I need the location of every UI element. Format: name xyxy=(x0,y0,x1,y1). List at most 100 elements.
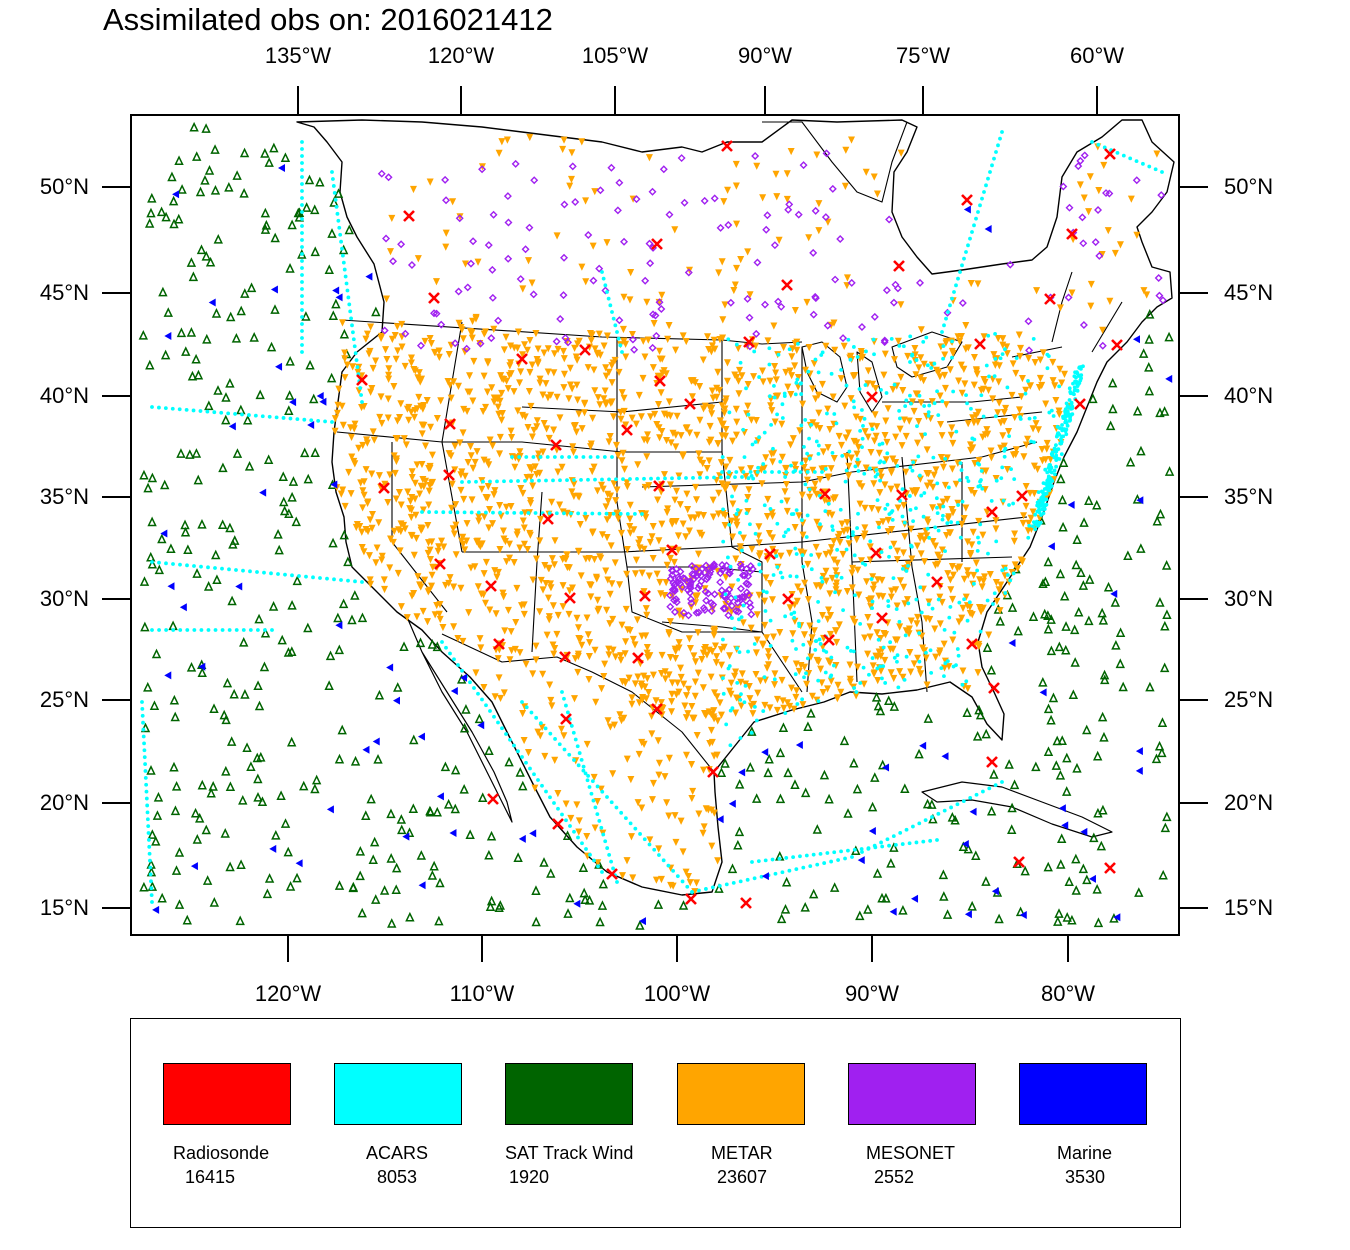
acars-obs xyxy=(300,336,304,340)
metar-obs xyxy=(351,420,359,428)
mesonet-obs xyxy=(694,584,703,593)
metar-obs xyxy=(925,470,933,478)
map-canvas xyxy=(138,119,1175,930)
acars-obs xyxy=(897,619,902,624)
metar-obs xyxy=(803,476,811,484)
acars-obs xyxy=(1000,130,1004,134)
metar-obs xyxy=(878,576,886,585)
metar-obs xyxy=(789,630,797,638)
acars-obs xyxy=(802,444,806,449)
acars-obs xyxy=(512,510,517,515)
acars-obs xyxy=(333,197,338,202)
metar-obs xyxy=(672,654,680,663)
metar-obs xyxy=(1015,331,1023,339)
mesonet-obs xyxy=(743,294,752,303)
marine-obs xyxy=(795,741,803,750)
sat-wind-obs xyxy=(158,286,168,297)
metar-obs xyxy=(793,597,801,605)
metar-obs xyxy=(1018,374,1026,383)
acars-obs xyxy=(900,566,905,571)
sat-wind-obs xyxy=(273,529,283,539)
metar-obs xyxy=(575,817,583,825)
acars-obs xyxy=(962,597,967,602)
sat-wind-obs xyxy=(1053,916,1063,926)
metar-obs xyxy=(507,427,515,435)
acars-obs xyxy=(985,598,990,603)
acars-obs xyxy=(157,405,161,410)
legend-count: 23607 xyxy=(717,1167,768,1187)
metar-obs xyxy=(383,355,391,364)
metar-obs xyxy=(897,149,905,157)
sat-wind-obs xyxy=(1098,614,1109,625)
sat-wind-obs xyxy=(1155,597,1165,607)
metar-obs xyxy=(866,633,874,641)
acars-obs xyxy=(844,383,849,388)
metar-obs xyxy=(744,494,752,502)
acars-obs xyxy=(869,577,874,581)
sat-wind-obs xyxy=(397,824,407,835)
sat-wind-obs xyxy=(875,705,886,716)
metar-obs xyxy=(360,491,368,499)
metar-obs xyxy=(528,466,536,474)
metar-obs xyxy=(616,711,624,719)
sat-wind-obs xyxy=(1115,627,1126,637)
metar-obs xyxy=(699,684,707,692)
acars-obs xyxy=(964,393,968,398)
metar-obs xyxy=(633,616,641,624)
metar-obs xyxy=(469,397,477,405)
metar-obs xyxy=(759,641,767,649)
acars-obs xyxy=(885,451,890,456)
acars-obs xyxy=(730,706,735,711)
acars-obs xyxy=(685,884,690,889)
sat-wind-obs xyxy=(277,634,287,645)
metar-obs xyxy=(640,545,648,553)
acars-obs xyxy=(935,838,939,842)
acars-obs xyxy=(762,503,767,508)
sat-wind-obs xyxy=(1061,644,1071,655)
metar-obs xyxy=(640,672,648,680)
sat-wind-obs xyxy=(391,862,402,873)
metar-obs xyxy=(1036,356,1044,364)
metar-obs xyxy=(450,530,458,538)
acars-obs xyxy=(342,267,347,272)
metar-obs xyxy=(684,506,692,514)
acars-obs xyxy=(774,554,779,558)
mesonet-obs xyxy=(1095,251,1104,260)
metar-obs xyxy=(385,375,393,383)
acars-obs xyxy=(799,461,804,466)
mesonet-obs xyxy=(686,595,695,604)
acars-obs xyxy=(1064,432,1069,437)
acars-obs xyxy=(924,650,928,655)
metar-obs xyxy=(748,545,756,554)
metar-obs xyxy=(495,149,503,157)
metar-obs xyxy=(427,423,435,431)
metar-obs xyxy=(449,198,457,206)
metar-obs xyxy=(699,829,707,837)
acars-obs xyxy=(1032,440,1036,445)
metar-obs xyxy=(1017,344,1025,353)
metar-obs xyxy=(503,558,511,566)
metar-obs xyxy=(665,321,673,330)
state-border xyxy=(641,441,1038,488)
mesonet-obs xyxy=(734,607,743,616)
metar-obs xyxy=(1000,417,1008,426)
radiosonde-obs xyxy=(428,292,440,304)
legend-item: ACARS 8053 xyxy=(334,1019,494,1229)
acars-obs xyxy=(300,224,304,228)
sat-wind-obs xyxy=(170,805,181,816)
state-border xyxy=(531,491,543,653)
metar-obs xyxy=(386,471,394,479)
sat-wind-obs xyxy=(778,722,789,733)
sat-wind-obs xyxy=(404,827,415,838)
sat-wind-obs xyxy=(355,870,365,881)
acars-obs xyxy=(746,476,751,481)
acars-obs xyxy=(656,476,660,481)
metar-obs xyxy=(603,606,611,614)
sat-wind-obs xyxy=(504,756,514,767)
acars-obs xyxy=(943,456,948,461)
sat-wind-obs xyxy=(170,711,180,722)
mesonet-obs xyxy=(885,215,894,224)
metar-obs xyxy=(662,579,670,587)
mesonet-obs xyxy=(382,234,391,243)
metar-obs xyxy=(688,393,696,401)
